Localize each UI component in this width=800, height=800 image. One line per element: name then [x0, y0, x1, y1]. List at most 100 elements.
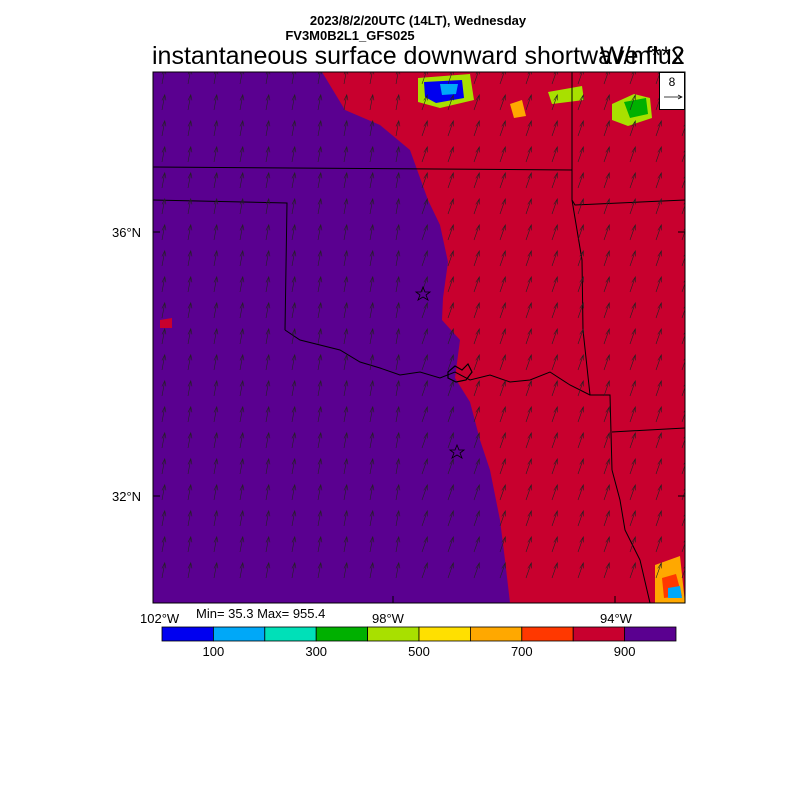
wind-arrow — [239, 72, 245, 85]
wind-arrow — [265, 249, 271, 267]
wind-arrow — [525, 197, 533, 215]
wind-arrow — [343, 301, 349, 319]
wind-arrow — [239, 275, 245, 293]
wind-arrow — [187, 171, 193, 189]
wind-arrow — [161, 119, 167, 137]
wind-arrow — [265, 431, 271, 449]
wind-arrow — [603, 457, 611, 475]
wind-arrow — [473, 431, 481, 449]
wind-arrow — [187, 275, 193, 293]
wind-arrow — [473, 405, 481, 423]
wind-arrow — [291, 93, 297, 111]
wind-arrow — [161, 197, 167, 215]
wind-arrow — [343, 72, 349, 85]
wind-arrow — [421, 431, 429, 449]
wind-arrow — [213, 379, 219, 397]
wind-arrow — [187, 561, 193, 579]
wind-arrow — [239, 535, 245, 553]
wind-arrow — [603, 171, 611, 189]
units-label: W/m**2 — [600, 42, 685, 70]
wind-arrow — [551, 72, 559, 85]
wind-arrow — [239, 249, 245, 267]
wind-arrow — [499, 119, 507, 137]
wind-arrow — [421, 93, 429, 111]
wind-arrow — [317, 72, 323, 85]
wind-arrow — [447, 327, 455, 345]
wind-arrow — [525, 145, 533, 163]
wind-arrow — [447, 93, 455, 111]
wind-arrow — [473, 535, 481, 553]
wind-arrow — [525, 483, 533, 501]
wind-arrow — [629, 561, 637, 579]
wind-arrow — [291, 145, 297, 163]
wind-arrow — [343, 119, 349, 137]
wind-arrow — [291, 483, 297, 501]
wind-arrow — [265, 457, 271, 475]
wind-arrow — [447, 353, 455, 371]
wind-arrow — [447, 145, 455, 163]
cloud-patch-small-1 — [510, 100, 526, 118]
wind-arrow — [213, 275, 219, 293]
wind-arrow — [499, 249, 507, 267]
wind-arrow — [603, 223, 611, 241]
lon-label-102w: 102°W — [140, 611, 180, 626]
wind-arrow — [343, 509, 349, 527]
wind-arrow — [603, 535, 611, 553]
wind-arrow — [421, 301, 429, 319]
wind-arrow — [161, 535, 167, 553]
wind-arrow — [629, 509, 637, 527]
wind-arrow — [525, 249, 533, 267]
wind-arrow — [187, 119, 193, 137]
wind-arrow — [291, 327, 297, 345]
wind-arrow — [473, 145, 481, 163]
wind-arrow — [421, 119, 429, 137]
wind-arrow — [629, 301, 637, 319]
wind-arrow — [213, 119, 219, 137]
wind-arrow — [577, 561, 585, 579]
wind-arrow — [369, 483, 375, 501]
wind-arrow — [577, 301, 585, 319]
wind-arrow — [421, 509, 429, 527]
wind-arrow — [421, 223, 429, 241]
wind-arrow — [317, 327, 323, 345]
wind-arrow — [291, 197, 297, 215]
wind-arrow — [291, 301, 297, 319]
wind-arrow — [525, 561, 533, 579]
wind-arrow — [369, 72, 375, 85]
wind-arrow — [369, 405, 375, 423]
wind-arrow — [525, 275, 533, 293]
wind-arrow — [343, 171, 349, 189]
wind-arrow — [629, 72, 637, 85]
wind-arrow — [317, 145, 323, 163]
wind-arrow — [525, 93, 533, 111]
wind-arrow — [343, 457, 349, 475]
wind-arrow — [629, 119, 637, 137]
wind-arrow — [473, 119, 481, 137]
wind-arrow — [213, 405, 219, 423]
wind-arrow — [395, 171, 401, 189]
wind-arrow — [447, 405, 455, 423]
wind-arrow — [551, 223, 559, 241]
wind-arrow — [317, 353, 323, 371]
wind-arrow — [655, 275, 663, 293]
wind-arrow — [473, 275, 481, 293]
wind-arrow — [447, 535, 455, 553]
wind-arrow — [161, 249, 167, 267]
wind-arrow — [421, 145, 429, 163]
wind-arrow — [577, 171, 585, 189]
wind-arrow — [603, 119, 611, 137]
wind-arrow — [239, 301, 245, 319]
wind-arrow — [213, 223, 219, 241]
wind-arrow — [473, 171, 481, 189]
wind-arrow — [525, 353, 533, 371]
wind-arrow — [291, 249, 297, 267]
wind-arrow — [655, 119, 663, 137]
wind-arrow — [369, 223, 375, 241]
wind-arrow — [369, 275, 375, 293]
wind-arrow — [213, 509, 219, 527]
wind-arrow — [187, 535, 193, 553]
wind-arrow — [551, 327, 559, 345]
reference-vector-value: 8 — [668, 75, 676, 89]
wind-arrow — [473, 223, 481, 241]
wind-arrow — [473, 379, 481, 397]
